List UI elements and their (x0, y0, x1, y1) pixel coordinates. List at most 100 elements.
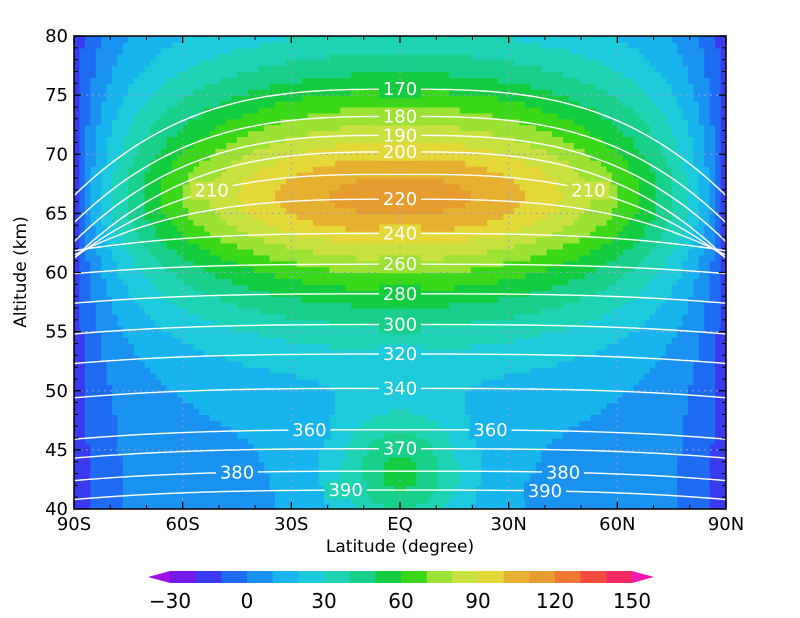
field-cell (709, 485, 716, 492)
field-cell (122, 479, 129, 486)
field-cell (177, 461, 184, 469)
field-cell (383, 331, 390, 339)
field-cell (90, 455, 97, 463)
field-cell (677, 361, 684, 368)
field-cell (535, 378, 542, 386)
field-cell (112, 378, 119, 386)
field-cell (639, 485, 646, 492)
field-cell (356, 307, 363, 315)
field-cell (275, 272, 282, 280)
field-cell (601, 432, 608, 439)
field-cell (334, 343, 341, 350)
field-cell (383, 302, 390, 309)
field-cell (90, 355, 97, 362)
field-cell (639, 426, 646, 433)
field-cell (557, 373, 564, 380)
field-cell (367, 390, 374, 398)
field-cell (476, 455, 483, 463)
field-cell (367, 485, 374, 492)
field-cell (79, 355, 86, 362)
field-cell (535, 426, 542, 433)
field-cell (90, 343, 97, 350)
field-cell (552, 402, 559, 410)
field-cell (188, 296, 195, 303)
field-cell (563, 426, 570, 433)
field-cell (541, 384, 548, 392)
field-cell (383, 485, 390, 492)
field-cell (209, 384, 216, 392)
field-cell (563, 420, 570, 427)
field-cell (655, 331, 662, 339)
field-cell (122, 290, 129, 297)
field-cell (687, 278, 694, 285)
field-cell (655, 473, 662, 481)
field-cell (74, 361, 81, 368)
field-cell (666, 349, 673, 356)
field-cell (340, 361, 347, 368)
field-cell (372, 479, 379, 486)
field-cell (628, 438, 635, 445)
field-cell (421, 485, 428, 492)
field-cell (492, 331, 499, 339)
field-cell (410, 396, 417, 404)
field-cell (470, 461, 477, 469)
field-cell (280, 473, 287, 481)
field-cell (400, 479, 407, 486)
field-cell (633, 302, 640, 309)
field-cell (361, 497, 368, 504)
field-cell (617, 284, 624, 291)
field-cell (79, 384, 86, 392)
field-cell (438, 272, 445, 280)
field-cell (269, 319, 276, 327)
field-cell (269, 325, 276, 333)
field-cell (237, 438, 244, 445)
field-cell (215, 355, 222, 362)
field-cell (90, 361, 97, 368)
field-cell (579, 426, 586, 433)
field-cell (579, 402, 586, 410)
field-cell (503, 266, 510, 274)
field-cell (275, 343, 282, 350)
field-cell (573, 296, 580, 303)
field-cell (660, 373, 667, 380)
field-cell (122, 260, 129, 268)
field-cell (133, 461, 140, 469)
field-cell (247, 503, 254, 509)
field-cell (90, 467, 97, 475)
field-cell (188, 408, 195, 415)
field-cell (351, 438, 358, 445)
field-cell (677, 420, 684, 427)
field-cell (611, 373, 618, 380)
field-cell (476, 373, 483, 380)
field-cell (410, 408, 417, 415)
field-cell (182, 497, 189, 504)
field-cell (693, 402, 700, 410)
field-cell (150, 343, 157, 350)
field-cell (535, 432, 542, 439)
field-cell (639, 438, 646, 445)
field-cell (177, 491, 184, 498)
field-cell (666, 343, 673, 350)
field-cell (497, 266, 504, 274)
field-cell (275, 414, 282, 421)
field-cell (438, 455, 445, 463)
field-cell (378, 307, 385, 315)
field-cell (514, 426, 521, 433)
field-cell (421, 337, 428, 345)
field-cell (677, 378, 684, 386)
field-cell (367, 313, 374, 321)
field-cell (242, 396, 249, 404)
field-cell (372, 420, 379, 427)
field-cell (524, 343, 531, 350)
field-cell (606, 307, 613, 315)
field-cell (443, 307, 450, 315)
field-cell (226, 373, 233, 380)
field-cell (209, 485, 216, 492)
field-cell (465, 343, 472, 350)
field-cell (660, 307, 667, 315)
field-cell (340, 313, 347, 321)
field-cell (421, 420, 428, 427)
field-cell (486, 378, 493, 386)
field-cell (101, 402, 108, 410)
field-cell (611, 503, 618, 509)
